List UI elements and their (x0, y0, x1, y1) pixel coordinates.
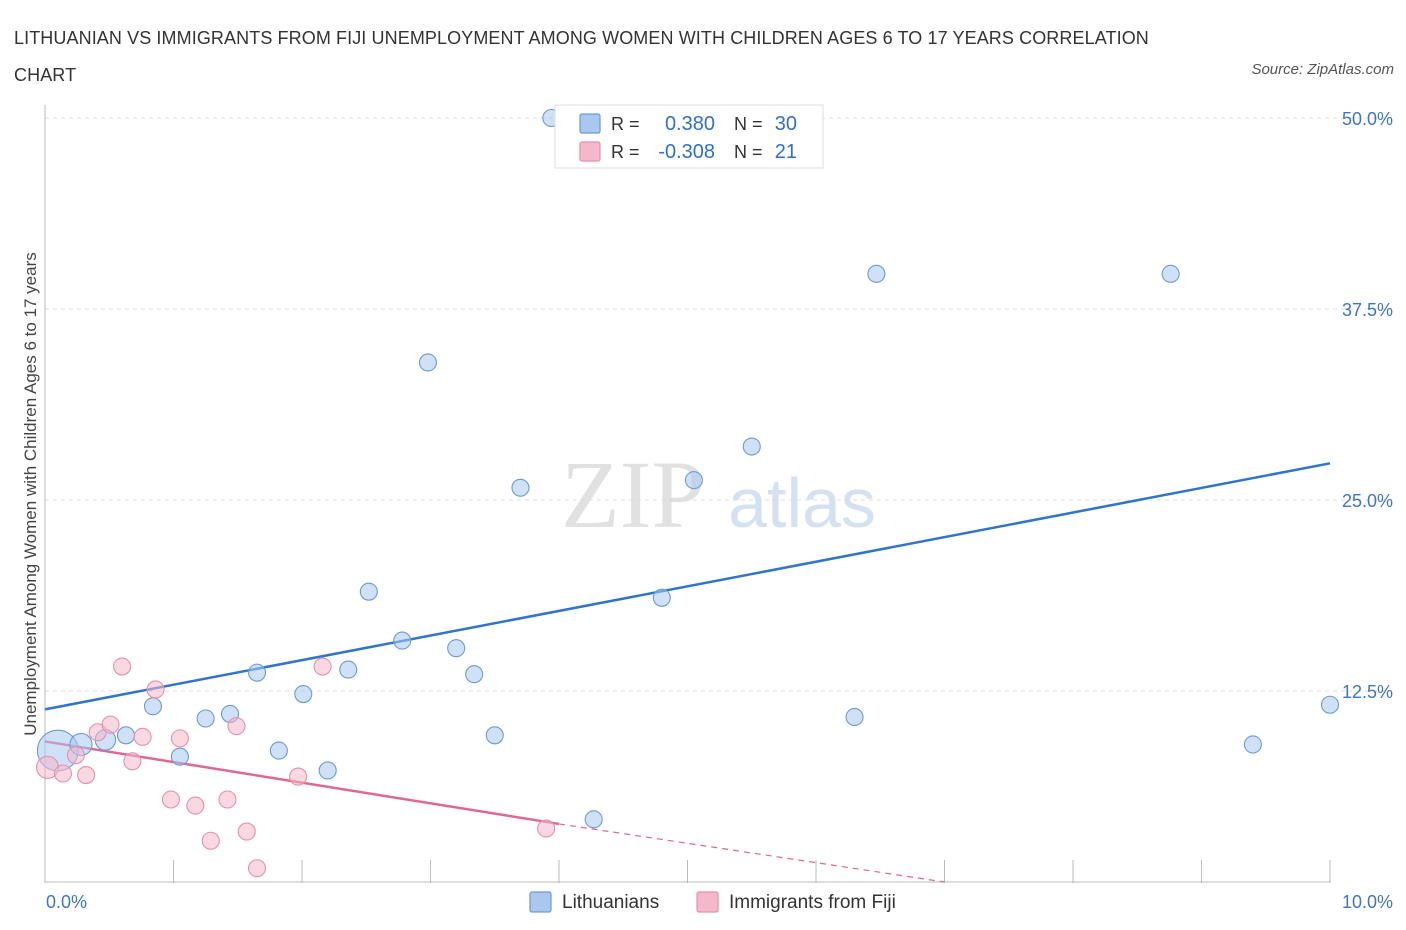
x-tick-label: 0.0% (46, 892, 87, 912)
data-point-fiji (113, 657, 132, 676)
data-point-fiji (161, 790, 180, 809)
data-point-fiji (201, 831, 220, 850)
data-point-lithuanians (418, 353, 437, 372)
legend-r-value: 0.380 (665, 113, 715, 135)
legend-r-label: R = (611, 142, 640, 162)
legend-n-value: 30 (775, 113, 797, 135)
grid-lines (45, 117, 1392, 692)
data-point-lithuanians (485, 726, 504, 745)
stats-legend: R = 0.380 N = 30 R = -0.308 N = 21 (554, 104, 824, 169)
tick-labels: 12.5% 25.0% 37.5% 50.0% 0.0% 10.0% (46, 109, 1393, 912)
data-point-lithuanians (196, 709, 215, 728)
watermark-atlas: atlas (728, 464, 876, 542)
legend-r-value: -0.308 (658, 141, 715, 163)
chart-title: LITHUANIAN VS IMMIGRANTS FROM FIJI UNEMP… (14, 28, 1149, 85)
data-point-lithuanians (170, 747, 189, 766)
y-tick-label: 50.0% (1342, 109, 1393, 129)
y-tick-label: 25.0% (1342, 491, 1393, 511)
data-point-fiji (289, 767, 308, 786)
data-points (35, 108, 1340, 878)
data-point-lithuanians (684, 471, 703, 490)
bottom-legend-swatch-fiji (696, 891, 719, 913)
data-point-lithuanians (447, 639, 466, 658)
data-point-lithuanians (393, 631, 412, 650)
bottom-legend-lithuanians: Lithuanians (562, 892, 659, 913)
trend-line-fiji-extension (558, 823, 945, 883)
data-point-lithuanians (116, 726, 136, 745)
data-point-lithuanians (584, 810, 603, 829)
legend-swatch-lithuanians (579, 113, 601, 134)
data-point-lithuanians (247, 663, 267, 682)
data-point-lithuanians (511, 478, 530, 497)
data-point-lithuanians (359, 582, 378, 601)
source-label: Source: ZipAtlas.com (1251, 61, 1394, 78)
legend-n-value: 21 (775, 141, 797, 163)
data-point-fiji (186, 796, 205, 815)
y-tick-label: 37.5% (1342, 300, 1393, 320)
data-point-lithuanians (1320, 695, 1340, 714)
data-point-lithuanians (143, 697, 162, 716)
data-point-lithuanians (742, 437, 761, 456)
legend-r-label: R = (611, 114, 640, 134)
legend-n-label: N = (734, 114, 763, 134)
y-axis-label: Unemployment Among Women with Children A… (21, 252, 40, 736)
bottom-legend-fiji: Immigrants from Fiji (729, 892, 896, 913)
data-point-lithuanians (1243, 735, 1262, 754)
data-point-lithuanians (318, 761, 337, 780)
data-point-fiji (313, 657, 332, 676)
data-point-fiji (146, 680, 165, 699)
data-point-fiji (53, 764, 73, 783)
data-point-fiji (237, 822, 256, 841)
data-point-fiji (218, 790, 237, 809)
data-point-lithuanians (465, 665, 484, 684)
data-point-fiji (133, 727, 152, 746)
data-point-fiji (537, 819, 556, 838)
data-point-lithuanians (1161, 264, 1180, 283)
data-point-lithuanians (845, 707, 864, 727)
data-point-fiji (247, 859, 267, 878)
legend-n-label: N = (734, 142, 763, 162)
data-point-fiji (101, 715, 120, 734)
y-tick-label: 12.5% (1342, 682, 1393, 702)
data-point-lithuanians (652, 588, 671, 607)
bottom-legend: Lithuanians Immigrants from Fiji (529, 891, 896, 913)
data-point-lithuanians (867, 264, 886, 283)
data-point-fiji (227, 717, 246, 736)
data-point-lithuanians (294, 685, 313, 704)
data-point-fiji (170, 729, 189, 748)
data-point-fiji (77, 765, 96, 785)
data-point-fiji (123, 752, 142, 771)
data-point-lithuanians (339, 660, 358, 679)
bottom-legend-swatch-lithuanians (529, 891, 552, 913)
watermark-zip: ZIP (561, 441, 705, 548)
data-point-lithuanians (269, 741, 288, 760)
x-tick-label: 10.0% (1342, 892, 1393, 912)
legend-swatch-fiji (579, 141, 601, 162)
data-point-fiji (66, 746, 85, 765)
